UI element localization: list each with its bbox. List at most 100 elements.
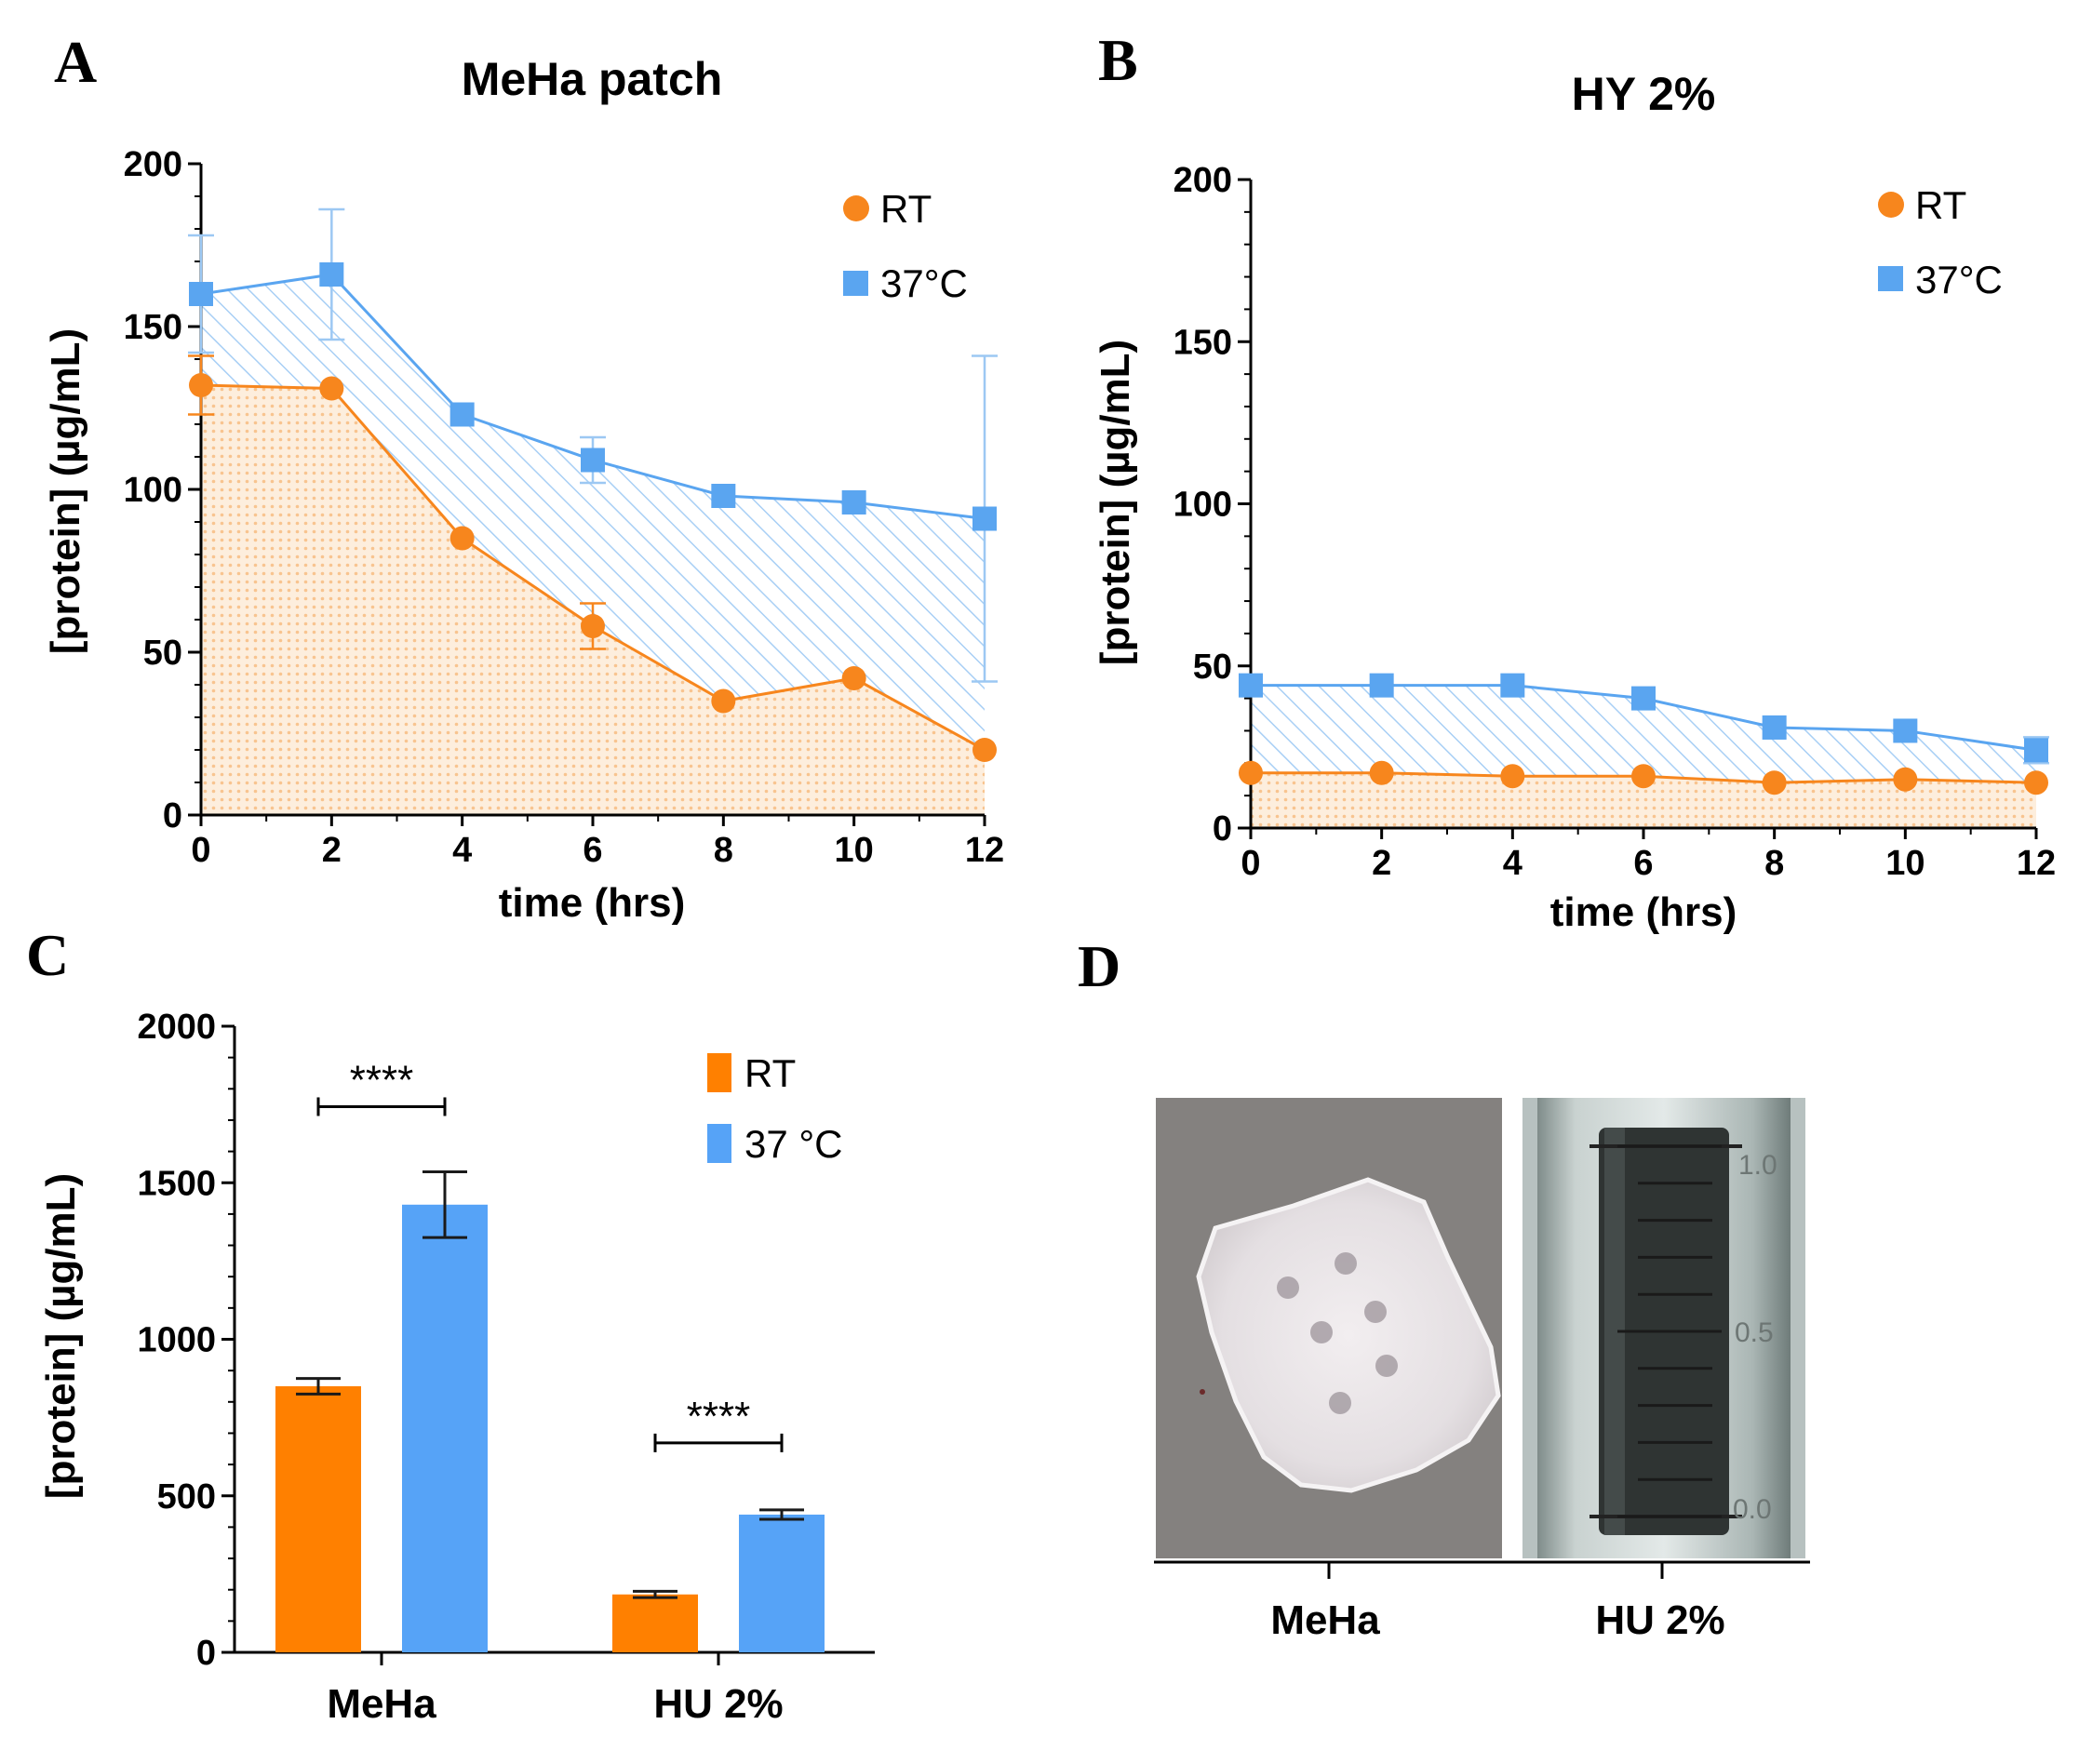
chart-b-title: HY 2% [1572, 68, 1716, 120]
chart-a-y-tick-label: 200 [124, 145, 182, 184]
photo-label-meha: MeHa [1270, 1597, 1380, 1643]
line-chart-a: MeHa patch 0 50 100 150 200 0 2 4 6 8 10 12 time (h… [43, 53, 1004, 926]
chart-a-series-37c-point [449, 402, 475, 427]
chart-c-legend-rt-label: RT [744, 1051, 796, 1095]
chart-a-legend-rt-marker [843, 195, 869, 221]
chart-a-x-tick-label: 4 [452, 831, 472, 870]
chart-b-series-37c-point [1631, 686, 1656, 711]
chart-a-legend-37-marker [843, 271, 868, 296]
chart-a-x-tick-label: 8 [714, 831, 733, 870]
chart-a-y-label: [protein] (µg/mL) [43, 328, 88, 654]
chart-c-category-label: MeHa [327, 1681, 436, 1727]
chart-b-x-tick-label: 4 [1503, 844, 1522, 883]
chart-b-series-rt-point [1500, 764, 1525, 789]
chart-c-significance-stars: **** [687, 1394, 751, 1439]
chart-b-series-37c-point [1369, 673, 1394, 698]
chart-b-series-rt-point [1369, 760, 1394, 785]
chart-b-x-tick-label: 6 [1633, 844, 1653, 883]
chart-b-plot-area: 0 50 100 150 200 0 2 4 6 8 10 12 [1174, 161, 2057, 883]
chart-a-legend: RT 37°C [843, 187, 968, 305]
chart-c-y-tick-label: 1000 [137, 1321, 216, 1360]
chart-c-bar-rt [275, 1385, 361, 1652]
chart-b-series-rt-point [1762, 770, 1787, 795]
chart-b-x-label: time (hrs) [1550, 889, 1737, 935]
chart-a-series-37c-point [972, 506, 997, 531]
chart-a-x-tick-label: 6 [583, 831, 602, 870]
syringe-graduations [1617, 1144, 1722, 1518]
chart-b-series-37c-point [1893, 718, 1918, 743]
chart-a-series-37c-point [581, 448, 605, 473]
chart-b-series-37c-point [1239, 673, 1263, 698]
chart-a-y-tick-label: 150 [124, 308, 182, 347]
panel-letter-a: A [54, 29, 97, 95]
chart-a-series-rt-point [449, 526, 475, 551]
chart-b-legend-37-label: 37°C [1915, 258, 2003, 301]
chart-a-title: MeHa patch [462, 53, 723, 105]
microneedle-dot [1375, 1355, 1398, 1377]
chart-a-y-tick-label: 100 [124, 471, 182, 510]
chart-a-y-tick-label: 50 [143, 634, 182, 673]
chart-b-legend-37-marker [1878, 266, 1903, 291]
chart-a-legend-37-label: 37°C [880, 261, 968, 305]
chart-c-y-tick-label: 0 [196, 1634, 216, 1673]
panel-letter-c: C [26, 922, 69, 988]
chart-b-y-tick-label: 50 [1193, 648, 1232, 687]
chart-a-series-rt-point [972, 738, 997, 762]
line-chart-b: HY 2% 0 50 100 150 200 0 2 4 6 8 10 12 time (hrs) [… [1093, 68, 2056, 935]
chart-a-series-rt-point [319, 376, 344, 401]
microneedle-dot [1310, 1321, 1333, 1343]
chart-b-series-rt-point [1239, 760, 1263, 785]
chart-b-x-tick-label: 2 [1372, 844, 1391, 883]
chart-a-rt-area-fill [201, 385, 985, 815]
chart-a-series-rt-point [189, 373, 213, 397]
chart-c-legend: RT 37 °C [707, 1051, 843, 1166]
chart-b-x-tick-label: 0 [1241, 844, 1260, 883]
scale-mark-0-5: 0.5 [1735, 1317, 1774, 1348]
chart-b-series-rt-point [1893, 767, 1918, 792]
chart-b-series-37c-point [1500, 673, 1525, 698]
microneedle-dot [1364, 1301, 1387, 1323]
chart-c-significance-stars: **** [350, 1057, 414, 1102]
microneedle-dot [1335, 1252, 1357, 1275]
photo-label-hu: HU 2% [1595, 1597, 1724, 1643]
chart-c-legend-37-swatch [707, 1124, 731, 1163]
chart-c-legend-rt-swatch [707, 1053, 731, 1092]
chart-c-bar-37c [402, 1204, 488, 1652]
chart-c-plot-area: 0 500 1000 1500 2000 MeHa **** HU 2% **** [137, 1008, 875, 1727]
chart-a-series-37c-point [841, 490, 866, 514]
chart-b-rt-area-fill [1251, 772, 2036, 828]
chart-c-bar-rt [612, 1594, 698, 1652]
chart-a-x-tick-label: 12 [965, 831, 1004, 870]
chart-b-band-fill [1251, 685, 2036, 783]
chart-b-series-rt-point [2024, 770, 2048, 795]
chart-a-x-label: time (hrs) [499, 880, 685, 926]
scale-mark-1: 1.0 [1738, 1150, 1777, 1181]
chart-b-legend-rt-marker [1878, 192, 1904, 218]
chart-b-y-tick-label: 100 [1174, 486, 1232, 525]
chart-a-series-37c-point [319, 262, 344, 287]
chart-b-x-tick-label: 10 [1885, 844, 1925, 883]
meha-patch-photo [1156, 1098, 1502, 1558]
photo-panel-d: 1.0 0.5 0.0 MeHa HU 2% [1154, 1098, 1810, 1643]
chart-a-band-fill [201, 274, 985, 750]
meha-patch-shape [1196, 1177, 1501, 1493]
chart-a-x-tick-label: 0 [191, 831, 210, 870]
chart-c-y-tick-label: 2000 [137, 1008, 216, 1047]
chart-a-legend-rt-label: RT [880, 187, 932, 231]
hu-tube-photo: 1.0 0.5 0.0 [1522, 1098, 1805, 1558]
bar-chart-c: 0 500 1000 1500 2000 MeHa **** HU 2% **** [prote… [38, 1008, 875, 1727]
chart-b-y-tick-label: 200 [1174, 161, 1232, 200]
chart-b-series-37c-point [1762, 715, 1787, 740]
chart-b-x-tick-label: 8 [1764, 844, 1784, 883]
chart-c-y-tick-label: 500 [157, 1477, 216, 1517]
chart-b-legend: RT 37°C [1878, 183, 2003, 301]
chart-a-series-rt-point [841, 666, 866, 690]
chart-a-series-37c-point [711, 484, 736, 508]
chart-a-series-37c-point [189, 282, 213, 306]
chart-b-x-tick-label: 12 [2017, 844, 2056, 883]
chart-a-plot-area: 0 50 100 150 200 0 2 4 6 8 10 12 [124, 145, 1005, 870]
chart-c-bar-37c [739, 1514, 825, 1652]
debris-spot [1200, 1389, 1205, 1395]
panel-letter-d: D [1078, 933, 1120, 999]
